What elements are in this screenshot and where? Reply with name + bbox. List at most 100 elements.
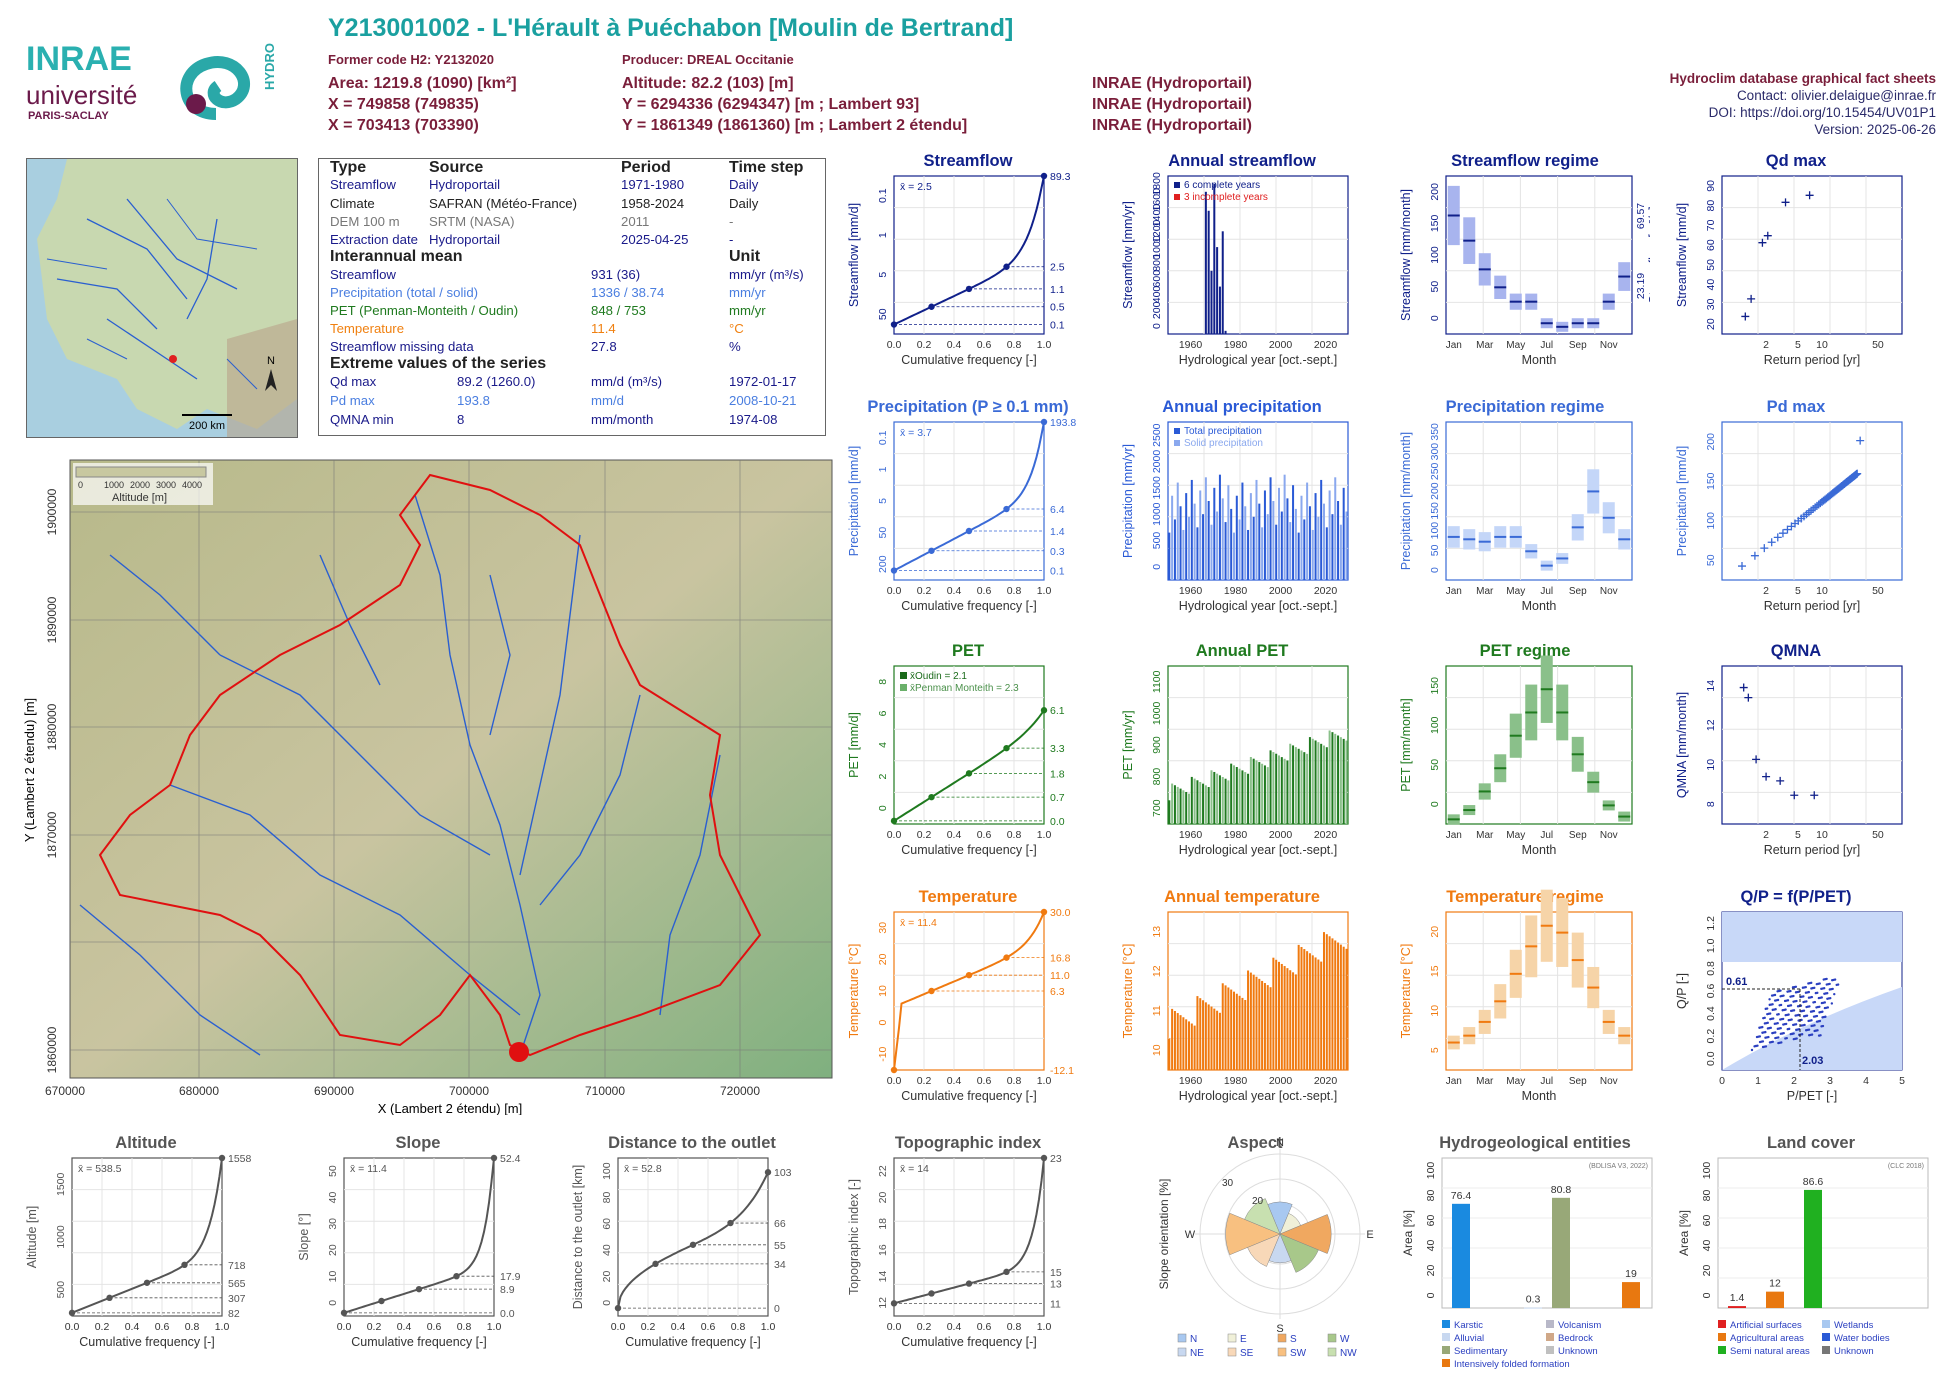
y-tick: 1400: [1151, 204, 1163, 228]
bar: [1300, 750, 1303, 824]
bar: [1303, 949, 1306, 1070]
streamflow-title: Streamflow: [923, 152, 1013, 170]
qp-point: [1797, 1019, 1800, 1022]
y-axis-label: Slope orientation [%]: [1157, 1179, 1171, 1290]
plot-frame: [71, 1157, 223, 1317]
annual_pet-svg: 700 800 900 1000 1100 1960 1980 2000 2020 Hydrolo…: [1122, 665, 1349, 857]
bar: [1306, 951, 1309, 1070]
quantile-label: -12.1: [1050, 1065, 1074, 1077]
map-ylabel: Y (Lambert 2 étendu) [m]: [22, 698, 37, 842]
legend-label: Volcanism: [1558, 1320, 1601, 1331]
y-axis-label: Slope [°]: [298, 1213, 311, 1260]
legend-swatch: [1718, 1333, 1726, 1341]
qp-point: [1792, 1037, 1796, 1041]
y-axis-label: Precipitation [mm/yr]: [1122, 444, 1135, 558]
quantile-label: 30.0: [1050, 907, 1071, 919]
qp-point: [1779, 1018, 1782, 1021]
mean-value: 1336 / 38.74: [591, 285, 665, 300]
x-tick: 700000: [449, 1084, 489, 1098]
bar: [1213, 1008, 1216, 1070]
pet_regime-title: PET regime: [1479, 642, 1571, 660]
bar: [1230, 989, 1233, 1070]
x-tick: 2: [1763, 829, 1769, 841]
bar: [1230, 763, 1233, 824]
month-tick: Jan: [1446, 830, 1462, 841]
month-tick: Jan: [1446, 1076, 1462, 1087]
bar: [1314, 740, 1317, 824]
doi-link[interactable]: DOI: https://doi.org/10.15454/UV01P1: [1708, 105, 1936, 120]
x-tick: 0.0: [887, 339, 902, 351]
qp-point: [1805, 1005, 1808, 1009]
x-tick: 0.4: [947, 829, 962, 841]
pet-panel: PET 0 2 4 6 8 0.0 0.2 0.4 0.6 0.8 1.0 Cumulative fre…: [848, 642, 1088, 874]
bar: [1308, 737, 1311, 824]
bar: [1247, 773, 1250, 824]
x-tick: 0.2: [917, 339, 932, 351]
bar: [1280, 511, 1283, 580]
topo_index-panel: Topographic index 12 14 16 18 20 22 0.0 0.2 0.4 0.…: [848, 1134, 1088, 1366]
quantile-label: 103: [774, 1167, 792, 1179]
x-axis-label: Return period [yr]: [1764, 843, 1861, 857]
y-tick: 0: [1429, 315, 1441, 321]
station-marker-icon: [169, 355, 177, 363]
quantile-point: [1040, 707, 1048, 714]
x-axis-label: Hydrological year [oct.-sept.]: [1179, 843, 1337, 857]
y-tick: 500: [1151, 532, 1163, 550]
plot-frame: [893, 421, 1045, 581]
bar: [1210, 770, 1213, 824]
x-axis-label: Return period [yr]: [1764, 353, 1861, 367]
quantile-point: [1040, 1154, 1048, 1162]
contact: Contact: olivier.delaigue@inrae.fr: [1736, 88, 1936, 103]
y-tick: 30: [1705, 298, 1717, 310]
qp-point: [1814, 991, 1818, 995]
slope-svg: 0 10 20 30 40 50 0.0 0.2 0.4 0.6 0.8 1.0Cumulative …: [298, 1153, 521, 1349]
month-tick: Mar: [1476, 586, 1494, 597]
return-period-point: [1747, 294, 1756, 303]
x-tick: 0.4: [397, 1321, 412, 1333]
temperature_regime-panel: Temperature regime 5 10 15 20 Month Temperatur…: [1400, 888, 1650, 1120]
distance-title: Distance to the outlet: [608, 1134, 776, 1152]
bar: [1241, 770, 1244, 824]
y-tick: 5: [877, 272, 889, 278]
bar: [1334, 477, 1337, 580]
bar: [1244, 506, 1247, 580]
bar: [1289, 970, 1292, 1070]
legend-label: NW: [1340, 1348, 1357, 1359]
bar: [1261, 763, 1264, 824]
inset-map: 200 km N: [26, 158, 298, 438]
x-tick: 0.6: [701, 1321, 716, 1333]
bar: [1221, 983, 1224, 1070]
bar: [1182, 790, 1185, 824]
month-tick: Jul: [1540, 586, 1553, 597]
bar: [1263, 490, 1266, 580]
x-axis-label: Return period [yr]: [1764, 599, 1861, 613]
bar: [1171, 783, 1174, 824]
quantile-point: [378, 1297, 385, 1305]
qp-point: [1810, 1024, 1813, 1028]
return-period-point: [1750, 551, 1759, 560]
y-tick: 1000: [1151, 702, 1163, 726]
bar: [1238, 519, 1241, 580]
y-tick: 0.1: [877, 188, 889, 203]
x-tick: 1980: [1224, 585, 1248, 597]
bar: [1210, 1006, 1213, 1070]
bar: [1241, 482, 1244, 580]
quantile-label: 1.8: [1050, 768, 1065, 780]
bar: [1176, 1013, 1179, 1070]
x-axis-label: Month: [1522, 843, 1557, 857]
bar: [1275, 524, 1278, 580]
extreme-value: 8: [457, 412, 465, 427]
y-tick: 0: [1151, 564, 1163, 570]
legend-swatch: [1822, 1333, 1830, 1341]
y-tick: 100: [1705, 512, 1717, 530]
bar: [1328, 730, 1331, 824]
row-step: Daily: [729, 177, 759, 192]
y-axis-label: PET [mm/d]: [848, 712, 861, 778]
pet_regime-panel: PET regime 0 50 100 150 Month PET [mm/month] Ja…: [1400, 642, 1650, 874]
x-tick: 2020: [1314, 829, 1338, 841]
month-tick: Mar: [1476, 340, 1494, 351]
mean-label: Streamflow: [330, 267, 396, 282]
bar: [1221, 231, 1224, 334]
y-tick: 20: [601, 1271, 613, 1283]
extreme-date: 1974-08: [729, 412, 778, 427]
